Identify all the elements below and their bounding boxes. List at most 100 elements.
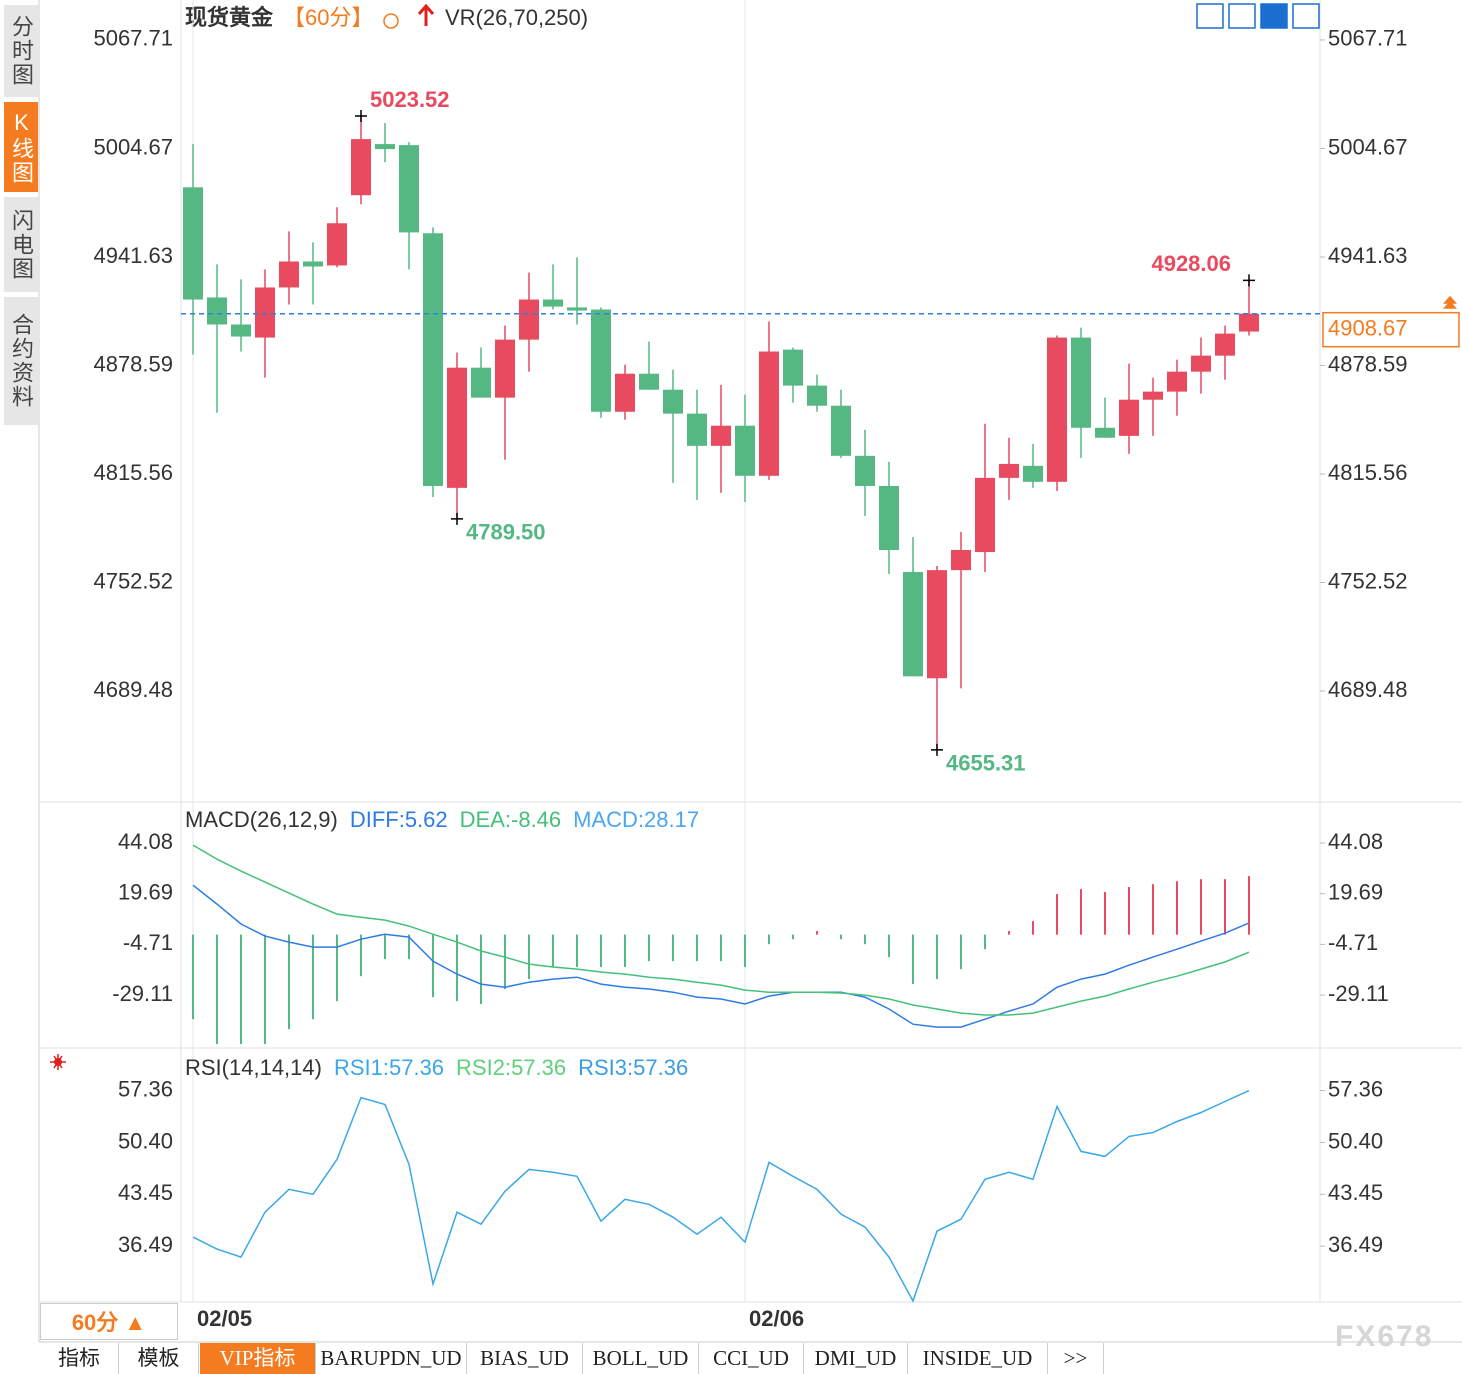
candle-body [1023, 465, 1043, 482]
y-tick-label: 50.40 [1328, 1128, 1383, 1153]
x-tick-label: 02/06 [749, 1306, 804, 1331]
indicator: VR(26,70,250) [445, 5, 588, 30]
candle-body [927, 570, 947, 679]
candle-body [279, 261, 299, 288]
rsi-line [192, 1089, 1250, 1303]
tab[interactable]: >> [1048, 1343, 1104, 1374]
candle-body [951, 549, 971, 571]
watermark: FX678 [1335, 1320, 1434, 1353]
legend-entry: RSI2:57.36 [456, 1055, 566, 1080]
y-tick-label: -29.11 [1328, 981, 1389, 1006]
candle-body [231, 324, 251, 337]
tab[interactable]: 指标 [40, 1343, 119, 1374]
y-tick-label: 19.69 [118, 880, 173, 905]
candle-body [207, 297, 227, 325]
icon [54, 1058, 62, 1066]
tab[interactable]: INSIDE_UD [908, 1343, 1048, 1374]
candle-body [1143, 391, 1163, 400]
candle-body [615, 373, 635, 412]
tab-minute[interactable]: 分时图 [4, 5, 38, 97]
y-tick-label: 57.36 [118, 1076, 173, 1101]
y-tick-label: 5067.71 [93, 26, 173, 51]
tab[interactable]: DMI_UD [804, 1343, 908, 1374]
candle-body [567, 307, 587, 311]
y-tick-label: 57.36 [1328, 1076, 1383, 1101]
y-tick-label: 4752.52 [93, 568, 173, 593]
y-tick-label: 50.40 [118, 1128, 173, 1153]
candle-body [471, 367, 491, 398]
candle-body [855, 455, 875, 486]
y-tick-label: 4941.63 [93, 243, 173, 268]
candle-body [447, 367, 467, 488]
toolbar-icon[interactable] [1228, 3, 1256, 29]
y-tick-label: 44.08 [118, 829, 173, 854]
y-tick-label: 36.49 [118, 1232, 173, 1257]
candle-body [687, 413, 707, 446]
candle-body [1239, 313, 1259, 332]
y-tick-label: 4941.63 [1328, 243, 1408, 268]
candle-body [735, 425, 755, 476]
tab[interactable]: CCI_UD [699, 1343, 804, 1374]
toolbar-icon[interactable] [1196, 3, 1224, 29]
period-selector[interactable]: 60分 ▲ [40, 1303, 178, 1340]
candle-body [1215, 333, 1235, 356]
extreme-label: 4789.50 [466, 520, 546, 545]
y-tick-label: -4.71 [123, 930, 173, 955]
y-tick-label: 5004.67 [1328, 134, 1408, 159]
y-tick-label: 19.69 [1328, 880, 1383, 905]
tab[interactable]: BARUPDN_UD [316, 1343, 467, 1374]
candle-body [423, 233, 443, 486]
y-tick-label: 44.08 [1328, 829, 1383, 854]
toolbar-icon[interactable] [1292, 3, 1320, 29]
extreme-label: 5023.52 [370, 87, 450, 112]
y-tick-label: 5067.71 [1328, 26, 1408, 51]
candle-body [879, 485, 899, 550]
candle-body [183, 187, 203, 300]
candle-body [591, 309, 611, 412]
legend-entry: RSI(14,14,14) [185, 1055, 322, 1080]
last-price-box [1322, 311, 1460, 348]
icon [1443, 295, 1457, 309]
candle-body [519, 299, 539, 340]
extreme-marker [355, 109, 367, 122]
tab[interactable]: VIP指标 [200, 1343, 316, 1374]
candle-body [495, 339, 515, 398]
candle-body [1167, 371, 1187, 392]
candle-body [1071, 337, 1091, 428]
candle-body [783, 349, 803, 386]
extreme-marker [931, 743, 943, 756]
candle-body [807, 385, 827, 406]
tab-flash[interactable]: 闪电图 [4, 197, 38, 292]
candle-body [1191, 355, 1211, 372]
candle-body [663, 389, 683, 414]
candle-body [759, 351, 779, 476]
candle-body [831, 405, 851, 456]
extreme-label: 4655.31 [946, 751, 1026, 776]
toolbar-icon[interactable] [1260, 3, 1288, 29]
legend-entry: MACD:28.17 [573, 807, 699, 832]
tab[interactable]: 模板 [119, 1343, 199, 1374]
candle-body [255, 287, 275, 338]
legend-entry: RSI3:57.36 [578, 1055, 688, 1080]
tab-kline[interactable]: K线图 [4, 102, 38, 192]
candle-body [327, 223, 347, 266]
candle-body [303, 261, 323, 267]
y-tick-label: -4.71 [1328, 930, 1378, 955]
y-tick-label: 4878.59 [1328, 351, 1408, 376]
tab-contract[interactable]: 合约资料 [4, 297, 38, 425]
y-tick-label: 43.45 [118, 1180, 173, 1205]
candle-body [1095, 427, 1115, 438]
legend-entry: DIFF:5.62 [350, 807, 448, 832]
x-tick-label: 02/05 [197, 1306, 252, 1331]
candle-body [999, 463, 1019, 478]
y-tick-label: 4752.52 [1328, 568, 1408, 593]
y-tick-label: 4878.59 [93, 351, 173, 376]
candle-body [639, 373, 659, 390]
tab[interactable]: BOLL_UD [583, 1343, 699, 1374]
tab[interactable]: BIAS_UD [467, 1343, 583, 1374]
candle-body [543, 299, 563, 307]
candle-body [1047, 337, 1067, 482]
y-tick-label: 4689.48 [93, 677, 173, 702]
